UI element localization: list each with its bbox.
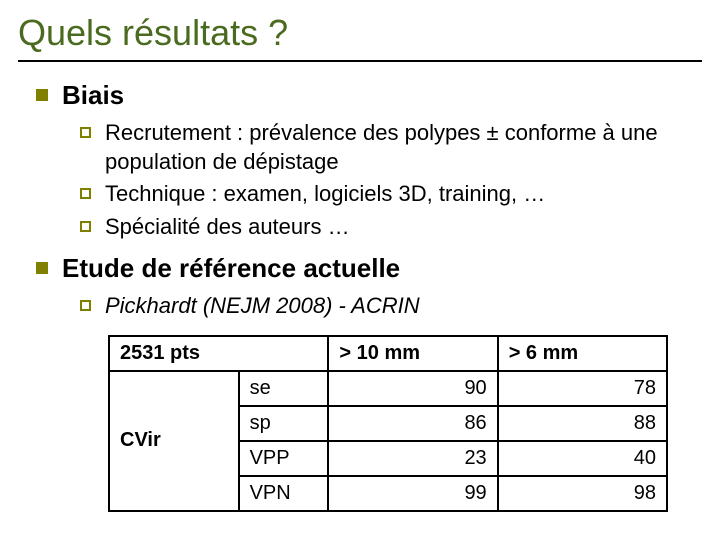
list-item-text: Pickhardt (NEJM 2008) - ACRIN: [105, 292, 420, 321]
table-cell: VPN: [239, 476, 329, 511]
table-cell: 98: [498, 476, 667, 511]
table-cell: se: [239, 371, 329, 406]
table-cell: 88: [498, 406, 667, 441]
list-item: Technique : examen, logiciels 3D, traini…: [80, 180, 702, 209]
table-header-cell: 2531 pts: [109, 336, 328, 371]
table-cell: 86: [328, 406, 497, 441]
table: 2531 pts > 10 mm > 6 mm CVir se 90 78 sp…: [108, 335, 668, 512]
table-cell: 40: [498, 441, 667, 476]
title-wrap: Quels résultats ?: [18, 12, 702, 62]
list-item-text: Recrutement : prévalence des polypes ± c…: [105, 119, 702, 176]
table-header-cell: > 10 mm: [328, 336, 497, 371]
table-cell: VPP: [239, 441, 329, 476]
table-cell: sp: [239, 406, 329, 441]
table-cell: 99: [328, 476, 497, 511]
table-cell: 78: [498, 371, 667, 406]
list-item: Pickhardt (NEJM 2008) - ACRIN: [80, 292, 702, 321]
slide-title: Quels résultats ?: [18, 12, 702, 54]
section-heading: Etude de référence actuelle: [36, 253, 702, 284]
list-item: Spécialité des auteurs …: [80, 213, 702, 242]
table-row: 2531 pts > 10 mm > 6 mm: [109, 336, 667, 371]
slide: Quels résultats ? Biais Recrutement : pr…: [0, 0, 720, 540]
results-table: 2531 pts > 10 mm > 6 mm CVir se 90 78 sp…: [108, 335, 668, 512]
table-cell: 23: [328, 441, 497, 476]
table-row: CVir se 90 78: [109, 371, 667, 406]
hollow-square-bullet-icon: [80, 300, 91, 311]
square-bullet-icon: [36, 262, 48, 274]
table-cell: 90: [328, 371, 497, 406]
square-bullet-icon: [36, 89, 48, 101]
section-heading-text: Etude de référence actuelle: [62, 253, 400, 284]
table-header-cell: > 6 mm: [498, 336, 667, 371]
hollow-square-bullet-icon: [80, 221, 91, 232]
list-item-text: Spécialité des auteurs …: [105, 213, 350, 242]
section-heading: Biais: [36, 80, 702, 111]
list-item-text: Technique : examen, logiciels 3D, traini…: [105, 180, 545, 209]
hollow-square-bullet-icon: [80, 127, 91, 138]
list-item: Recrutement : prévalence des polypes ± c…: [80, 119, 702, 176]
hollow-square-bullet-icon: [80, 188, 91, 199]
section-heading-text: Biais: [62, 80, 124, 111]
table-left-header: CVir: [109, 371, 239, 511]
